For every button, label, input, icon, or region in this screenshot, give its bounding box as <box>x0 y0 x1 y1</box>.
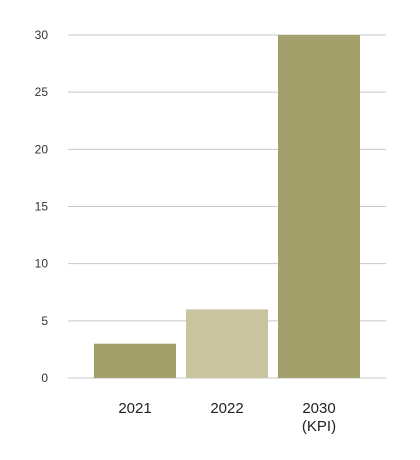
grid-lines <box>68 34 386 379</box>
bar <box>186 309 268 378</box>
x-category-sublabel: (KPI) <box>302 418 336 435</box>
x-axis-category-labels: 2021 2022 2030(KPI) <box>118 400 336 435</box>
bar <box>94 343 176 378</box>
y-tick-label: 5 <box>41 314 48 328</box>
x-category-label: 2022 <box>210 400 243 417</box>
bars <box>94 35 360 378</box>
y-tick-label: 0 <box>41 371 48 385</box>
y-tick-label: 25 <box>35 85 49 99</box>
x-category-label: 2030 <box>302 400 335 417</box>
y-tick-label: 20 <box>35 142 49 156</box>
y-tick-label: 10 <box>35 257 49 271</box>
x-category-label: 2021 <box>118 400 151 417</box>
bar <box>278 35 360 378</box>
y-axis-tick-labels: 0 5 10 15 20 25 30 <box>35 28 49 385</box>
y-tick-label: 30 <box>35 28 49 42</box>
y-tick-label: 15 <box>35 200 49 214</box>
